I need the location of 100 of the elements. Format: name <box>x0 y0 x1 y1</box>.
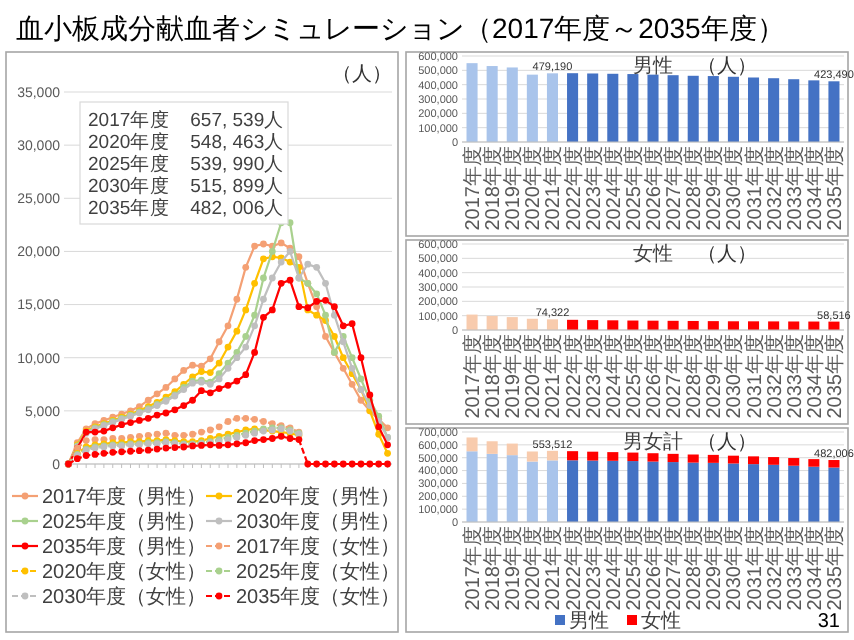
point <box>198 362 205 370</box>
point <box>322 333 329 340</box>
point <box>313 311 321 319</box>
point <box>206 369 214 376</box>
point <box>109 448 117 456</box>
x-tick-label: 2026年度 <box>642 334 666 419</box>
point <box>162 444 170 452</box>
point <box>339 338 347 346</box>
point <box>268 274 276 282</box>
bar <box>748 77 760 142</box>
point <box>153 390 161 398</box>
bar <box>587 451 599 461</box>
bar <box>607 452 619 461</box>
x-tick-label: 2031年度 <box>742 334 767 419</box>
bar <box>707 76 719 142</box>
x-tick-label: 2022年度 <box>561 526 586 611</box>
bar <box>788 458 800 466</box>
point <box>224 418 232 425</box>
bar <box>828 460 840 468</box>
x-tick-label: 2021年度 <box>541 146 566 231</box>
bar <box>667 453 679 463</box>
point <box>268 248 276 255</box>
point <box>242 333 250 340</box>
point <box>153 445 161 453</box>
point <box>268 306 276 314</box>
point <box>91 451 99 458</box>
point <box>118 448 126 456</box>
x-tick-label: 2034年度 <box>802 146 827 231</box>
legend-label: 2035年度（男性） <box>42 535 207 559</box>
annotation: 2017年度 657, 539人 <box>88 108 285 132</box>
bar <box>567 451 579 461</box>
x-tick-label: 2033年度 <box>782 146 807 231</box>
legend-label: 2020年度（女性） <box>42 560 207 584</box>
y-axis-title: （人） <box>697 432 757 454</box>
bar <box>687 454 699 463</box>
bar <box>506 455 518 522</box>
annotation: 2035年度 482, 006人 <box>88 196 285 220</box>
legend-label: 2035年度（女性） <box>236 585 401 609</box>
point <box>233 414 241 422</box>
point <box>242 371 250 379</box>
point <box>322 279 329 287</box>
point <box>384 424 391 432</box>
point <box>109 424 117 432</box>
x-tick-label: 2030年度 <box>722 526 747 611</box>
point <box>348 364 356 372</box>
point <box>144 446 152 454</box>
bar <box>486 441 498 454</box>
point <box>322 311 329 319</box>
point <box>215 423 223 431</box>
point <box>313 303 321 311</box>
bar <box>748 464 760 522</box>
x-tick-label: 2024年度 <box>601 334 626 419</box>
bar <box>828 81 840 142</box>
point <box>260 240 267 248</box>
point <box>224 322 232 330</box>
bar <box>808 459 820 467</box>
bar <box>567 460 579 522</box>
y-axis-title: （人） <box>332 64 392 86</box>
legend-label: 2020年度（男性） <box>236 485 401 509</box>
annotation: 2020年度 548, 463人 <box>88 130 285 154</box>
bar <box>506 443 518 456</box>
x-tick-label: 2023年度 <box>581 146 606 231</box>
bar <box>808 80 820 142</box>
point <box>127 447 134 455</box>
point <box>286 258 294 266</box>
y-axis-title: （人） <box>697 244 757 266</box>
x-tick-label: 2034年度 <box>802 526 827 611</box>
x-tick-label: 2022年度 <box>561 146 586 231</box>
point <box>251 415 258 423</box>
bar <box>627 74 639 142</box>
point <box>251 437 258 445</box>
point <box>330 311 338 319</box>
point <box>144 414 152 422</box>
legend-label: 2017年度（女性） <box>236 535 401 559</box>
point <box>153 430 161 438</box>
point <box>348 380 356 388</box>
point <box>286 435 294 442</box>
bar <box>788 79 800 142</box>
point <box>313 297 321 305</box>
bar <box>647 74 659 142</box>
x-tick-label: 2021年度 <box>541 526 566 611</box>
point <box>348 320 356 328</box>
point <box>82 437 90 445</box>
point <box>339 322 347 330</box>
x-tick-label: 2035年度 <box>822 334 847 419</box>
bar <box>506 67 518 142</box>
point <box>339 354 347 362</box>
point <box>189 430 196 438</box>
point <box>206 355 214 363</box>
point <box>330 333 338 340</box>
point <box>224 343 232 351</box>
bar <box>768 464 780 522</box>
x-tick-label: 2025年度 <box>621 526 646 611</box>
bar <box>707 454 719 463</box>
bar <box>828 467 840 522</box>
point <box>375 423 383 431</box>
bar <box>587 73 599 142</box>
point <box>118 421 126 429</box>
point <box>357 354 365 362</box>
point <box>357 396 365 404</box>
